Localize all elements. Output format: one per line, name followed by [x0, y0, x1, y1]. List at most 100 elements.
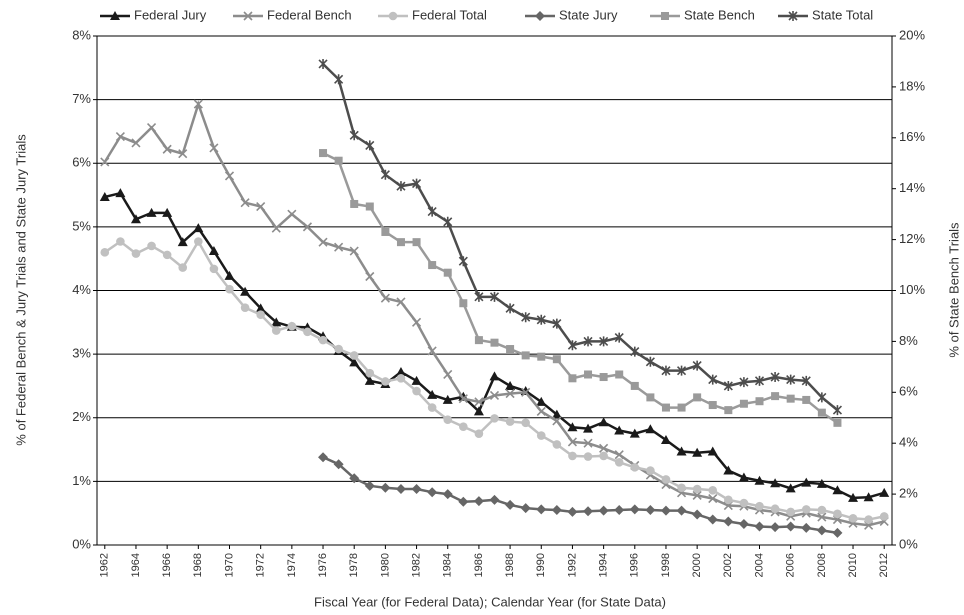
marker [427, 389, 438, 399]
marker [365, 202, 374, 211]
marker [629, 504, 640, 515]
legend-label: Federal Jury [134, 7, 207, 22]
series-line [103, 100, 885, 527]
marker [521, 418, 530, 428]
marker [583, 423, 594, 433]
marker [411, 178, 422, 189]
marker [677, 483, 686, 493]
marker [489, 371, 500, 381]
marker [443, 216, 453, 227]
marker [240, 286, 251, 296]
legend-label: State Jury [559, 7, 618, 22]
marker [506, 345, 515, 354]
marker [349, 130, 359, 141]
x-tick-label: 1970 [223, 553, 235, 577]
marker [567, 437, 578, 447]
legend-item: State Bench [650, 7, 755, 22]
marker [505, 380, 516, 390]
marker [490, 414, 499, 423]
marker [489, 390, 500, 401]
marker [271, 326, 281, 335]
marker [832, 485, 843, 495]
marker [271, 317, 282, 327]
marker [318, 237, 328, 247]
marker [692, 490, 702, 500]
marker [459, 422, 468, 431]
marker [817, 512, 827, 522]
marker [333, 459, 344, 470]
marker [380, 293, 390, 303]
marker [458, 496, 469, 507]
marker [676, 505, 687, 516]
marker [131, 249, 141, 258]
marker [738, 472, 749, 482]
marker [110, 11, 120, 20]
marker [817, 505, 827, 515]
series-line [322, 151, 839, 424]
marker [381, 227, 390, 236]
marker [598, 417, 609, 427]
marker [630, 463, 640, 472]
marker [817, 408, 826, 417]
marker [505, 389, 515, 399]
marker [381, 377, 390, 386]
marker [131, 138, 141, 148]
marker [318, 452, 329, 463]
marker [786, 507, 795, 517]
x-tick-label: 1980 [379, 553, 391, 577]
marker [209, 143, 219, 153]
marker [723, 516, 734, 527]
x-tick-label: 2002 [722, 553, 734, 577]
marker [598, 505, 609, 516]
marker [536, 504, 547, 515]
legend-label: Federal Bench [267, 7, 352, 22]
marker [770, 522, 781, 533]
legend-label: Federal Total [412, 7, 487, 22]
y2-tick-label: 18% [899, 78, 925, 93]
marker [427, 403, 437, 412]
marker [100, 248, 110, 257]
x-tick-label: 1976 [317, 553, 329, 577]
marker [162, 250, 172, 260]
marker [661, 475, 671, 484]
marker [568, 374, 577, 383]
marker [661, 403, 670, 412]
marker [801, 477, 812, 487]
marker [458, 394, 468, 404]
y-tick-label: 3% [72, 346, 91, 361]
marker [443, 268, 452, 277]
marker [723, 380, 733, 391]
marker [100, 157, 110, 167]
marker [146, 207, 157, 217]
marker [724, 495, 733, 505]
marker [724, 406, 733, 415]
marker [848, 513, 858, 523]
y-tick-label: 0% [72, 536, 91, 551]
marker [256, 201, 266, 212]
marker [99, 191, 110, 201]
marker [863, 492, 874, 502]
marker [443, 369, 453, 380]
marker [692, 360, 702, 371]
x-tick-label: 1984 [442, 553, 454, 577]
x-tick-label: 2012 [878, 553, 890, 577]
marker [411, 484, 422, 495]
marker [224, 171, 235, 181]
marker [754, 475, 765, 485]
marker [146, 123, 157, 133]
marker [162, 207, 173, 217]
marker [833, 418, 842, 427]
marker [396, 374, 406, 383]
marker [708, 493, 718, 504]
marker [584, 370, 593, 379]
legend-label: State Bench [684, 7, 755, 22]
marker [677, 403, 686, 412]
marker [755, 397, 764, 406]
marker [754, 521, 765, 532]
marker [474, 291, 484, 302]
marker [473, 406, 484, 416]
marker [879, 487, 890, 497]
x-tick-label: 1978 [348, 553, 360, 577]
marker [801, 505, 811, 514]
marker [802, 395, 811, 404]
